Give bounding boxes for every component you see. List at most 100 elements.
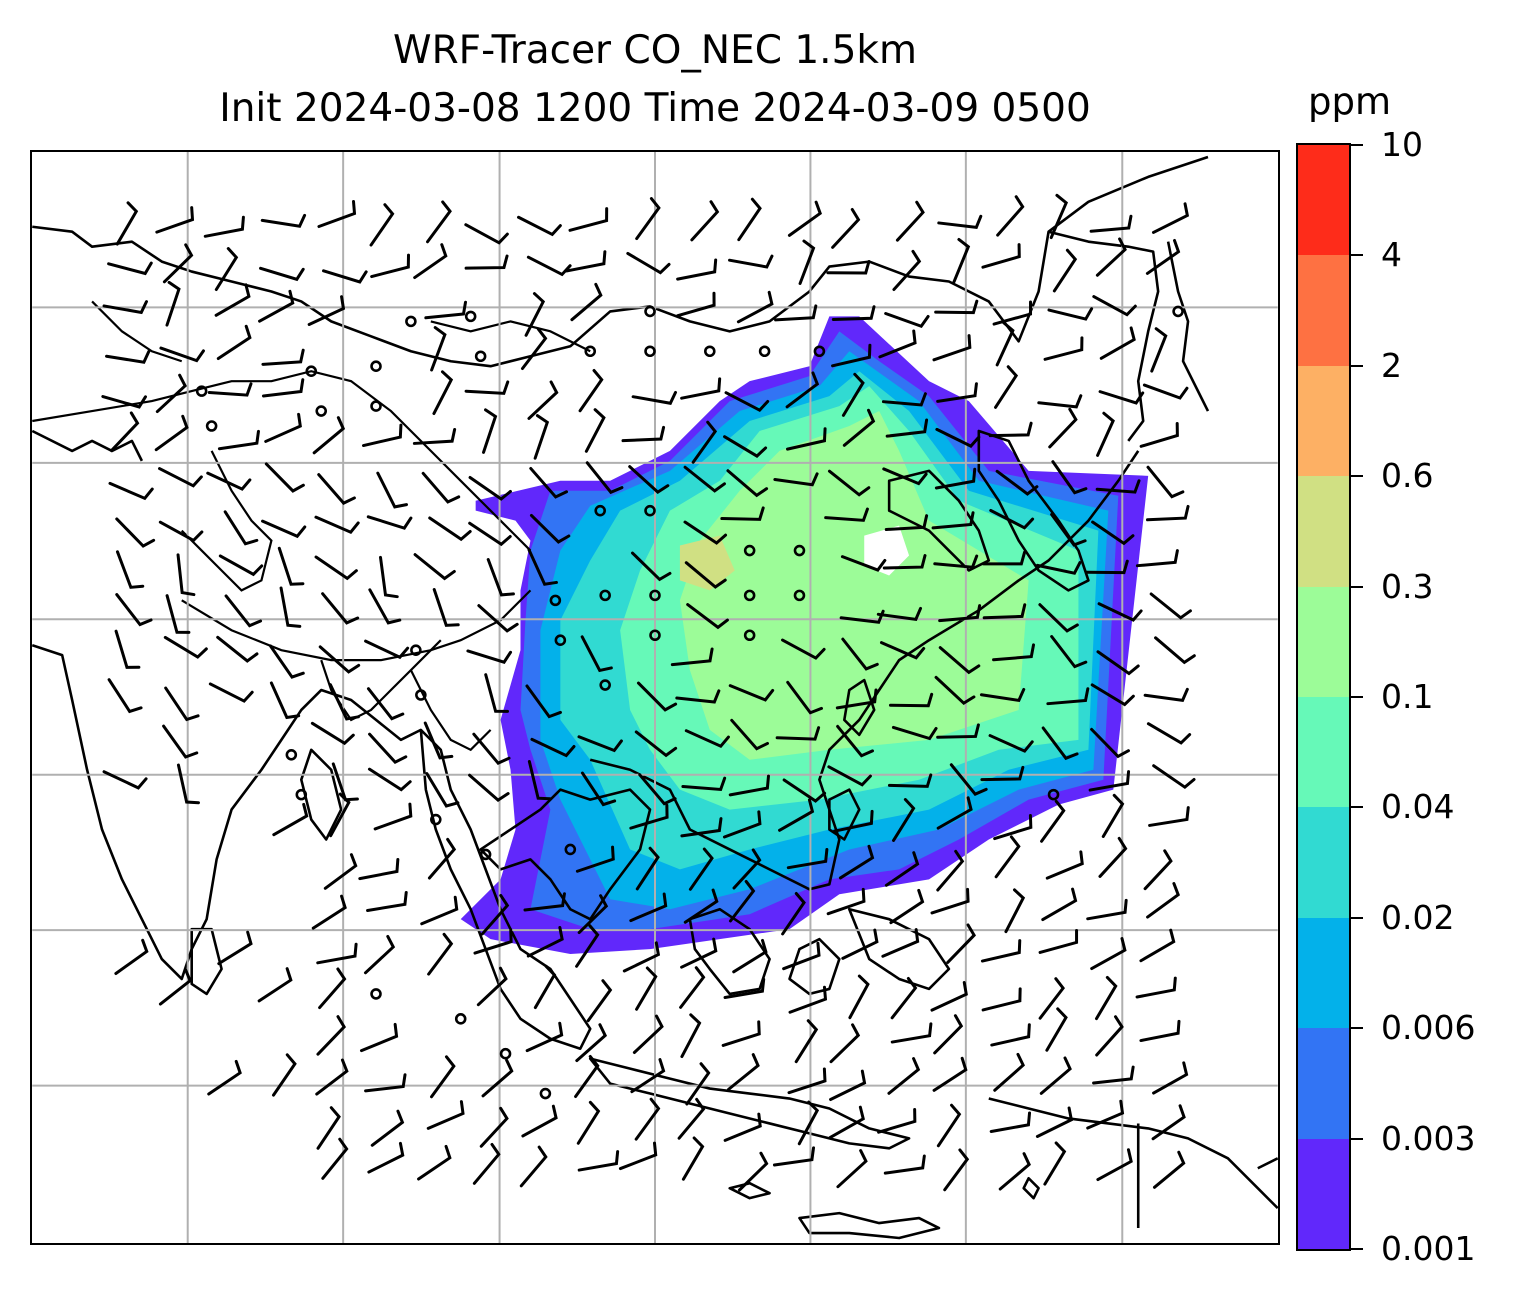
wind-barb bbox=[888, 692, 934, 708]
wind-barb bbox=[732, 938, 768, 974]
wind-barb bbox=[307, 295, 346, 326]
wind-barb bbox=[732, 848, 762, 890]
wind-barb bbox=[261, 378, 305, 398]
wind-barb bbox=[361, 423, 403, 448]
wind-barbs bbox=[101, 193, 1196, 1192]
colorbar-tick-label: 0.04 bbox=[1381, 787, 1455, 827]
wind-barb bbox=[680, 817, 723, 838]
calm-wind-circle bbox=[649, 589, 661, 602]
wind-barb bbox=[677, 1097, 706, 1140]
wind-barb bbox=[370, 1109, 405, 1147]
wind-barb bbox=[367, 1141, 405, 1174]
wind-barb bbox=[683, 465, 726, 493]
wind-barb bbox=[363, 934, 396, 975]
calm-wind-circle bbox=[1047, 788, 1060, 801]
wind-barb bbox=[685, 1062, 711, 1106]
wind-barb bbox=[261, 348, 305, 366]
wind-barb bbox=[1004, 888, 1026, 934]
wind-barb bbox=[373, 802, 413, 831]
wind-barb bbox=[216, 324, 252, 361]
wind-barb bbox=[631, 390, 678, 405]
wind-barb bbox=[517, 215, 562, 237]
wind-barb bbox=[430, 1055, 456, 1099]
wind-barb bbox=[366, 687, 405, 721]
wind-barb bbox=[1040, 799, 1066, 843]
wind-barb bbox=[1139, 1019, 1181, 1043]
wind-barb bbox=[836, 724, 874, 758]
wind-barb bbox=[676, 291, 716, 318]
wind-barb bbox=[826, 260, 871, 275]
wind-barb bbox=[995, 469, 1039, 496]
wind-barb bbox=[884, 312, 930, 329]
wind-barb bbox=[938, 646, 981, 675]
wind-barb bbox=[476, 966, 508, 1007]
map-gridlines bbox=[32, 152, 1278, 1243]
wind-barb bbox=[368, 588, 402, 625]
wind-barb bbox=[115, 517, 156, 548]
wind-barb bbox=[772, 1146, 816, 1167]
wind-barb bbox=[883, 1154, 926, 1175]
wind-barb bbox=[310, 721, 355, 746]
wind-barb bbox=[936, 723, 980, 739]
wind-barb bbox=[782, 778, 827, 803]
wind-barb bbox=[989, 508, 1035, 530]
calm-wind-circle bbox=[454, 1013, 467, 1025]
wind-barb bbox=[472, 732, 511, 765]
wind-barb bbox=[260, 213, 307, 228]
calm-wind-circle bbox=[758, 345, 771, 358]
colorbar-tick bbox=[1351, 806, 1363, 809]
wind-barb bbox=[428, 516, 472, 542]
wind-barb bbox=[933, 1014, 964, 1055]
wind-barb bbox=[676, 258, 718, 281]
wind-barb bbox=[1091, 520, 1135, 546]
wind-barb bbox=[115, 593, 153, 627]
calm-wind-circle bbox=[644, 305, 656, 318]
wind-barb bbox=[1139, 422, 1179, 448]
wind-barb bbox=[114, 938, 149, 975]
wind-barb bbox=[826, 887, 866, 916]
wind-barb bbox=[367, 767, 412, 792]
wind-barb bbox=[223, 510, 259, 546]
calm-wind-circle bbox=[370, 360, 382, 372]
wind-barb bbox=[164, 686, 200, 722]
wind-barb bbox=[931, 511, 975, 530]
wind-barb bbox=[876, 606, 923, 622]
wind-barb bbox=[688, 847, 714, 891]
wind-barb bbox=[680, 377, 722, 400]
calm-wind-circle bbox=[813, 345, 826, 358]
wind-barb bbox=[998, 1152, 1031, 1191]
wind-barb bbox=[207, 1059, 242, 1096]
wind-barb bbox=[155, 373, 187, 414]
wind-barb bbox=[468, 521, 512, 547]
colorbar-tick bbox=[1351, 585, 1363, 588]
colorbar-tick-label: 10 bbox=[1381, 125, 1423, 164]
wind-barb bbox=[1098, 836, 1128, 878]
wind-barb bbox=[1096, 411, 1115, 457]
wind-barb bbox=[359, 1022, 399, 1053]
wind-barb bbox=[316, 1106, 341, 1150]
wind-barb bbox=[1095, 479, 1141, 494]
wind-barb bbox=[726, 469, 769, 498]
wind-barb bbox=[728, 684, 775, 702]
wind-barb bbox=[889, 888, 925, 925]
calm-wind-circle bbox=[405, 315, 417, 328]
wind-barb bbox=[577, 894, 609, 935]
plot-title-line2: Init 2024-03-08 1200 Time 2024-03-09 050… bbox=[219, 86, 1091, 131]
wind-barb bbox=[162, 243, 194, 284]
wind-barb bbox=[727, 1053, 760, 1091]
wind-barb bbox=[723, 435, 768, 458]
wind-barb bbox=[115, 550, 145, 589]
wind-barb bbox=[684, 729, 730, 749]
wind-barb bbox=[115, 201, 139, 246]
wind-barb bbox=[635, 846, 660, 891]
wind-barb bbox=[938, 604, 982, 623]
wind-barb bbox=[622, 941, 661, 973]
calm-wind-circle bbox=[793, 544, 806, 557]
plume-level-0.1 bbox=[679, 411, 1029, 760]
calm-wind-circle bbox=[704, 345, 716, 358]
wind-barb bbox=[827, 469, 871, 497]
wind-barb bbox=[838, 844, 875, 880]
wind-barb bbox=[1038, 928, 1079, 954]
wind-barb bbox=[1151, 1104, 1186, 1141]
calm-wind-circle bbox=[743, 589, 756, 602]
